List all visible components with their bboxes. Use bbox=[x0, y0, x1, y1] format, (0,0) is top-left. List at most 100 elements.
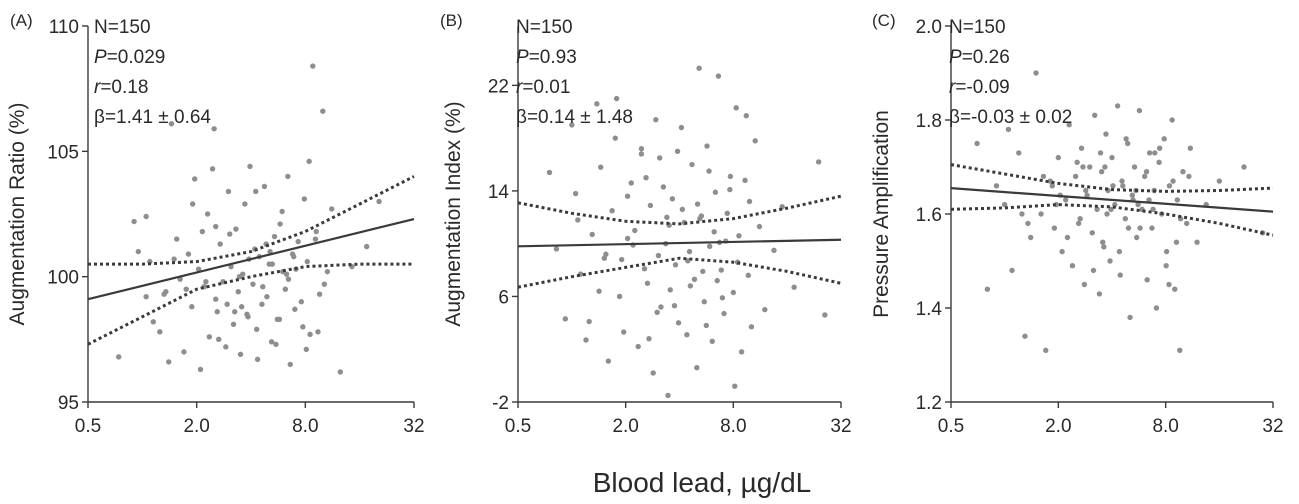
data-point bbox=[1100, 239, 1106, 245]
regression-line bbox=[950, 187, 1274, 213]
data-point bbox=[1163, 248, 1170, 255]
data-point bbox=[697, 215, 703, 222]
data-point bbox=[712, 189, 719, 195]
y-tick-label: 105 bbox=[47, 142, 79, 163]
data-point bbox=[227, 231, 233, 237]
data-point bbox=[1146, 197, 1152, 203]
data-point bbox=[1089, 230, 1095, 236]
data-point bbox=[1144, 277, 1150, 283]
data-point bbox=[1150, 206, 1156, 212]
x-tick-label: 0.5 bbox=[75, 416, 101, 437]
data-point bbox=[1077, 216, 1083, 222]
stat-line: N=150 bbox=[949, 17, 1006, 38]
data-point bbox=[183, 286, 189, 292]
x-tick-label: 8.0 bbox=[292, 416, 318, 437]
data-point bbox=[267, 248, 273, 255]
data-point bbox=[224, 301, 230, 307]
regression-line bbox=[517, 238, 842, 248]
data-point bbox=[689, 161, 695, 168]
data-point bbox=[261, 183, 268, 190]
stat-line: N=150 bbox=[516, 17, 573, 38]
data-point bbox=[324, 268, 331, 275]
data-point bbox=[300, 324, 306, 330]
data-point bbox=[181, 349, 187, 355]
data-point bbox=[1120, 183, 1126, 189]
data-point bbox=[277, 221, 283, 227]
data-point bbox=[217, 241, 223, 247]
data-point bbox=[1241, 164, 1247, 170]
data-point bbox=[116, 354, 122, 360]
data-point bbox=[658, 304, 664, 310]
data-point bbox=[586, 318, 592, 325]
panel-c: 1.2 1.4 1.6 1.8 2.0 0.5 2.0 8.0 32 (C) Pressure Am… bbox=[870, 11, 1284, 437]
y-tick-label: -2 bbox=[492, 393, 509, 414]
data-point bbox=[653, 116, 659, 123]
data-point bbox=[1098, 169, 1105, 175]
data-point bbox=[1125, 225, 1132, 231]
data-point bbox=[1096, 291, 1103, 297]
data-point bbox=[1166, 281, 1172, 288]
data-point bbox=[674, 148, 681, 155]
x-tick-label: 2.0 bbox=[183, 416, 209, 437]
data-point bbox=[706, 243, 713, 250]
data-point bbox=[742, 177, 748, 184]
data-point bbox=[618, 256, 625, 263]
data-point bbox=[679, 206, 686, 213]
data-point bbox=[984, 286, 991, 292]
data-point bbox=[647, 202, 654, 209]
panel-label: (A) bbox=[10, 11, 33, 30]
y-axis-label: Pressure Amplification bbox=[870, 110, 893, 318]
data-point bbox=[1156, 145, 1163, 151]
data-point bbox=[672, 262, 679, 268]
data-point bbox=[209, 166, 216, 172]
data-point bbox=[168, 121, 175, 127]
y-tick-label: 1.8 bbox=[916, 111, 942, 132]
data-point bbox=[135, 248, 142, 255]
data-point bbox=[282, 286, 289, 292]
data-point bbox=[131, 218, 137, 225]
stat-line: r=-0.09 bbox=[949, 77, 1010, 98]
data-point bbox=[271, 233, 278, 240]
panel-label: (B) bbox=[440, 11, 463, 30]
data-point bbox=[1135, 201, 1141, 208]
data-point bbox=[1123, 136, 1129, 142]
data-point bbox=[643, 175, 649, 181]
x-tick-label: 0.5 bbox=[505, 416, 531, 437]
data-point bbox=[203, 278, 209, 285]
data-point bbox=[216, 336, 222, 343]
data-point bbox=[1051, 225, 1058, 231]
data-point bbox=[609, 208, 615, 214]
data-point bbox=[1104, 211, 1110, 217]
data-point bbox=[1022, 333, 1028, 339]
data-point bbox=[1025, 220, 1031, 227]
data-point bbox=[1074, 159, 1080, 165]
data-point bbox=[1059, 248, 1065, 255]
y-tick-label: 1.4 bbox=[916, 299, 943, 320]
data-point bbox=[163, 289, 169, 295]
data-point bbox=[974, 140, 980, 147]
data-point bbox=[691, 276, 698, 283]
data-point bbox=[1114, 103, 1121, 109]
data-point bbox=[1146, 150, 1153, 156]
data-point bbox=[337, 369, 344, 375]
data-point bbox=[715, 73, 722, 79]
data-point bbox=[1187, 145, 1194, 151]
data-point bbox=[1028, 234, 1034, 241]
stat-line: r=0.18 bbox=[94, 77, 148, 98]
data-point bbox=[743, 113, 749, 119]
data-point bbox=[1049, 183, 1055, 189]
data-point bbox=[709, 338, 715, 345]
data-point bbox=[1109, 154, 1115, 161]
data-point bbox=[301, 196, 308, 202]
ci-upper-line bbox=[950, 163, 1274, 193]
data-point bbox=[665, 392, 671, 399]
data-point bbox=[605, 358, 612, 364]
y-tick-label: 1.2 bbox=[916, 393, 942, 414]
data-point bbox=[727, 186, 733, 193]
data-point bbox=[315, 329, 321, 335]
data-point bbox=[1127, 314, 1133, 321]
data-point bbox=[211, 126, 217, 132]
data-point bbox=[724, 210, 730, 217]
data-point bbox=[268, 339, 275, 345]
